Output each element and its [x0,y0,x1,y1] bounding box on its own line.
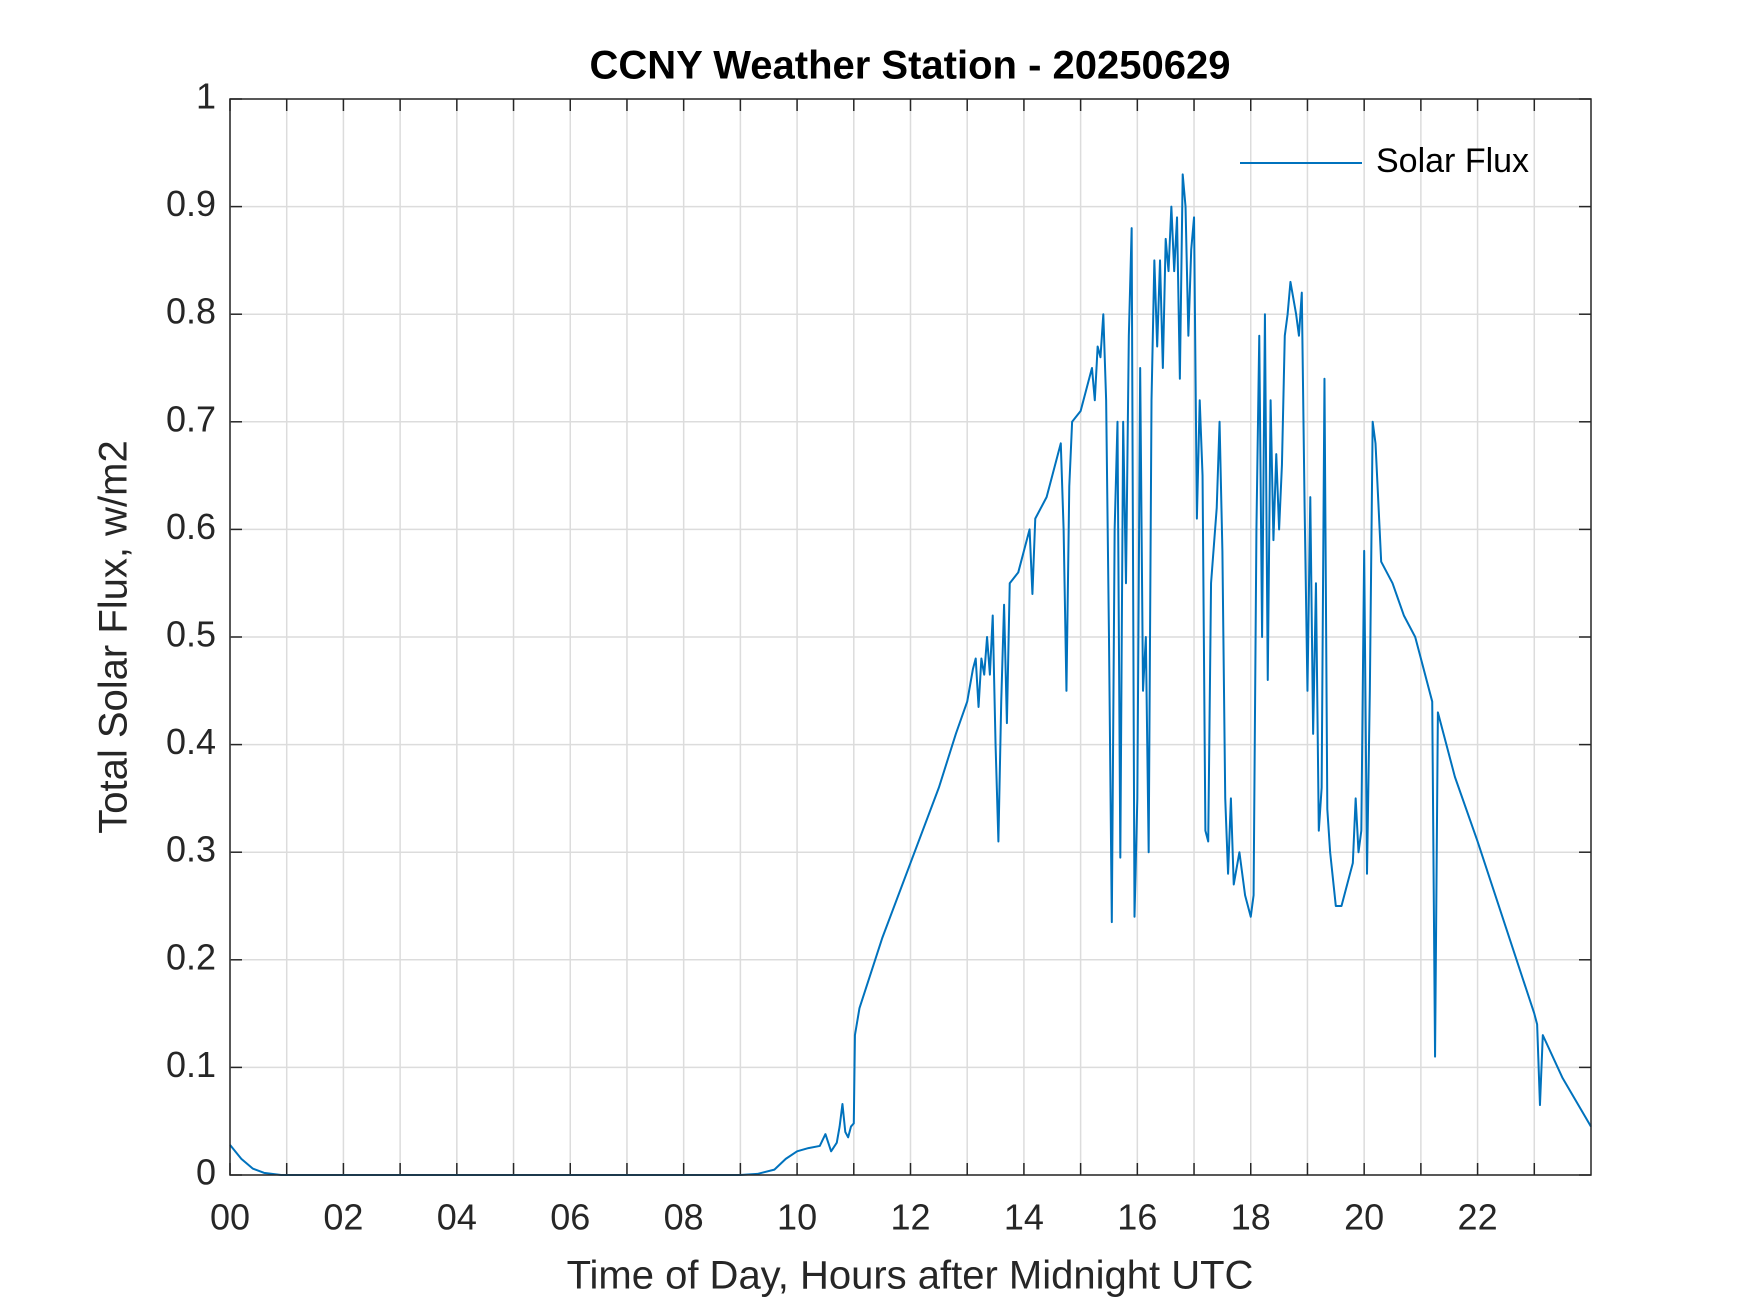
x-tick-label: 16 [1117,1197,1157,1238]
x-tick-label: 14 [1004,1197,1044,1238]
y-tick-label: 0.8 [166,291,216,332]
x-tick-label: 18 [1231,1197,1271,1238]
x-tick-label: 06 [550,1197,590,1238]
data-line [229,173,1592,1176]
x-tick-label: 10 [777,1197,817,1238]
y-tick-label: 0.2 [166,936,216,977]
y-tick-label: 0.6 [166,506,216,547]
x-tick-label: 22 [1458,1197,1498,1238]
y-tick-label: 0.5 [166,614,216,655]
y-tick-label: 0 [196,1152,216,1193]
y-tick-label: 0.9 [166,183,216,224]
legend-label: Solar Flux [1376,142,1529,180]
plot-frame [229,98,1592,1176]
x-tick-label: 02 [323,1197,363,1238]
x-axis-label: Time of Day, Hours after Midnight UTC [567,1254,1254,1298]
y-tick-label: 0.4 [166,721,216,762]
y-tick-label: 0.3 [166,829,216,870]
x-tick-label: 20 [1344,1197,1384,1238]
y-axis-label: Total Solar Flux, w/m2 [92,440,136,833]
x-tick-label: 00 [210,1197,250,1238]
x-tick-label: 12 [890,1197,930,1238]
x-tick-label: 04 [437,1197,477,1238]
y-tick-label: 0.7 [166,398,216,439]
y-tick-label: 0.1 [166,1044,216,1085]
chart-title: CCNY Weather Station - 20250629 [590,44,1231,88]
y-tick-label: 1 [196,76,216,117]
x-tick-label: 08 [664,1197,704,1238]
